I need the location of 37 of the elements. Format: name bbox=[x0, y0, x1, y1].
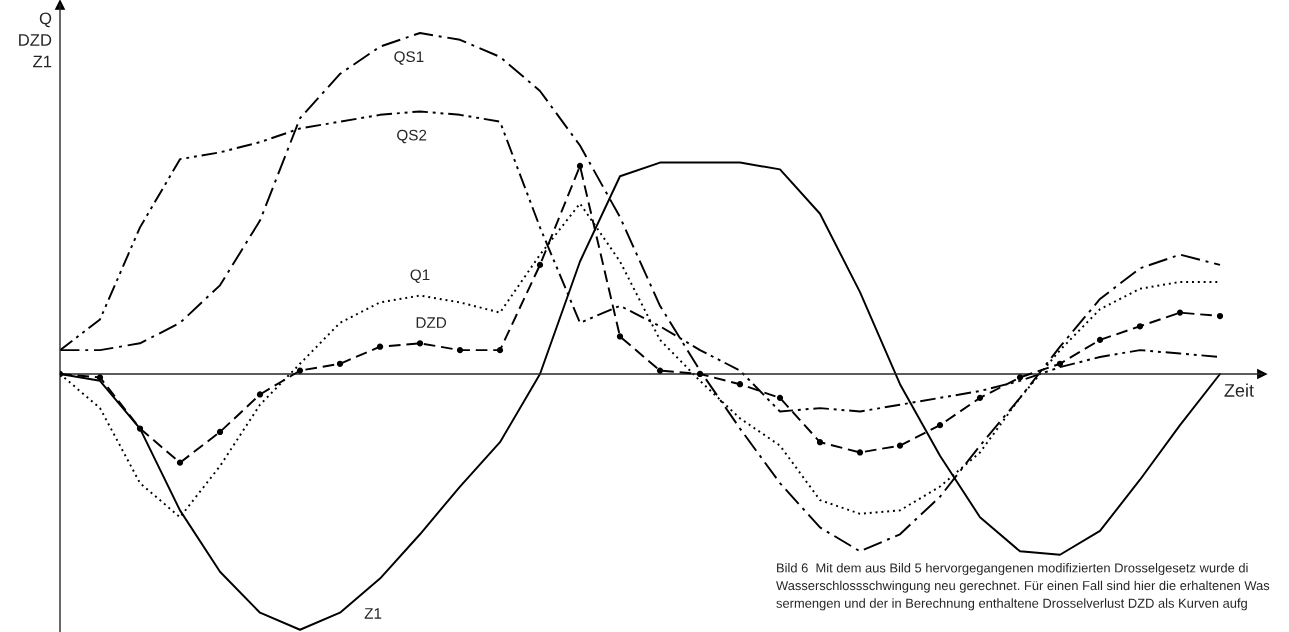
point bbox=[216, 428, 224, 436]
y-axis-title: Q DZD Z1 bbox=[19, 12, 52, 68]
point bbox=[536, 261, 544, 269]
point bbox=[456, 347, 464, 354]
point bbox=[936, 422, 944, 429]
series-label: QS2 bbox=[397, 129, 427, 144]
point bbox=[416, 340, 424, 347]
point bbox=[496, 347, 504, 354]
point bbox=[776, 394, 784, 401]
point bbox=[256, 391, 264, 398]
point bbox=[1056, 360, 1064, 367]
point bbox=[96, 374, 104, 381]
series-label: Z1 bbox=[364, 608, 382, 619]
annotation: Bild 6 Mit dem aus Bild 5 hervorgegangenen modifizierten Drosselgesetz wurde di Wasserschlossschwingung neu gerechnet. Für einen Fall sind hier die erhaltenen Was sermengen und der in Berechnung enthaltene Drosselverlust DZD als Kurven aufg bbox=[776, 563, 1270, 611]
point bbox=[1136, 323, 1144, 330]
point bbox=[1016, 374, 1024, 381]
point bbox=[336, 360, 344, 367]
x-axis-title: Zeit bbox=[1224, 383, 1254, 397]
point bbox=[1096, 336, 1104, 344]
point bbox=[976, 394, 984, 401]
point bbox=[176, 459, 184, 466]
point bbox=[1216, 312, 1224, 320]
point bbox=[376, 343, 384, 350]
point bbox=[896, 442, 904, 449]
series-label: QS1 bbox=[394, 51, 424, 65]
point bbox=[736, 381, 744, 388]
point bbox=[136, 425, 144, 432]
point bbox=[1176, 309, 1184, 316]
point bbox=[576, 162, 584, 170]
point bbox=[816, 439, 824, 446]
point bbox=[656, 367, 664, 374]
series-label: DZD bbox=[416, 317, 447, 328]
point bbox=[296, 367, 304, 374]
point bbox=[616, 333, 624, 340]
point bbox=[696, 370, 704, 378]
point bbox=[856, 449, 864, 456]
series-label: Q1 bbox=[410, 269, 430, 283]
